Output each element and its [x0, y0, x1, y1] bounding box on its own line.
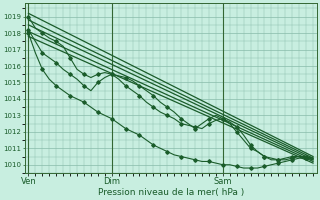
X-axis label: Pression niveau de la mer( hPa ): Pression niveau de la mer( hPa )	[98, 188, 244, 197]
